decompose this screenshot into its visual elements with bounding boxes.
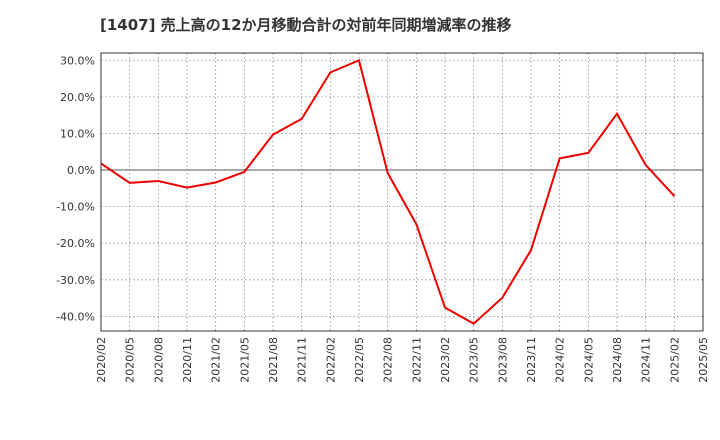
data-point (357, 58, 361, 62)
data-point (644, 163, 648, 167)
x-tick-label: 2022/11 (410, 337, 423, 383)
y-tick-label: 0.0% (67, 164, 95, 177)
data-point (472, 322, 476, 326)
y-axis: 30.0% 20.0% 10.0% 0.0% -10.0% -20.0% -30.0% -40… (56, 54, 95, 323)
plot-frame (100, 52, 704, 332)
x-tick-label: 2022/02 (324, 337, 337, 383)
data-point (672, 194, 676, 198)
series-line (100, 58, 676, 325)
data-point (300, 117, 304, 121)
data-point (443, 306, 447, 310)
x-tick-label: 2023/11 (525, 337, 538, 383)
plot-frame-layer (100, 52, 704, 332)
x-tick-label: 2023/08 (496, 337, 509, 383)
y-tick-label: 10.0% (60, 127, 95, 140)
data-point (529, 248, 533, 252)
data-point (242, 170, 246, 174)
series-line-layer (100, 58, 676, 326)
x-tick-label: 2020/05 (124, 337, 137, 383)
y-tick-label: -20.0% (56, 237, 95, 250)
x-axis: 2020/02 2020/05 2020/08 2020/11 2021/02 2021/… (95, 337, 710, 383)
data-point (615, 112, 619, 116)
x-tick-label: 2025/05 (697, 337, 710, 383)
data-point (214, 180, 218, 184)
x-tick-label: 2023/05 (468, 337, 481, 383)
data-point (386, 171, 390, 175)
x-tick-label: 2021/02 (210, 337, 223, 383)
x-tick-label: 2020/11 (181, 337, 194, 383)
data-point (185, 186, 189, 190)
data-point (558, 156, 562, 160)
grid-lines (101, 53, 703, 331)
y-tick-label: -10.0% (56, 201, 95, 214)
x-tick-label: 2022/08 (382, 337, 395, 383)
data-point (586, 151, 590, 155)
x-tick-label: 2025/02 (668, 337, 681, 383)
x-tick-label: 2022/05 (353, 337, 366, 383)
x-tick-label: 2024/02 (554, 337, 567, 383)
y-tick-label: -30.0% (56, 274, 95, 287)
x-tick-label: 2021/08 (267, 337, 280, 383)
x-tick-label: 2020/02 (95, 337, 108, 383)
y-tick-label: -40.0% (56, 310, 95, 323)
data-point (414, 222, 418, 226)
x-tick-label: 2024/11 (640, 337, 653, 383)
y-tick-label: 30.0% (60, 54, 95, 67)
x-tick-label: 2021/05 (238, 337, 251, 383)
x-tick-label: 2024/05 (582, 337, 595, 383)
x-tick-label: 2020/08 (152, 337, 165, 383)
data-point (271, 133, 275, 137)
x-tick-label: 2023/02 (439, 337, 452, 383)
data-point (128, 181, 132, 185)
x-tick-label: 2024/08 (611, 337, 624, 383)
y-tick-label: 20.0% (60, 91, 95, 104)
data-point (328, 70, 332, 74)
data-point (500, 296, 504, 300)
data-point (156, 179, 160, 183)
x-tick-label: 2021/11 (296, 337, 309, 383)
chart-title: [1407] 売上高の12か月移動合計の対前年同期増減率の推移 (100, 16, 512, 34)
